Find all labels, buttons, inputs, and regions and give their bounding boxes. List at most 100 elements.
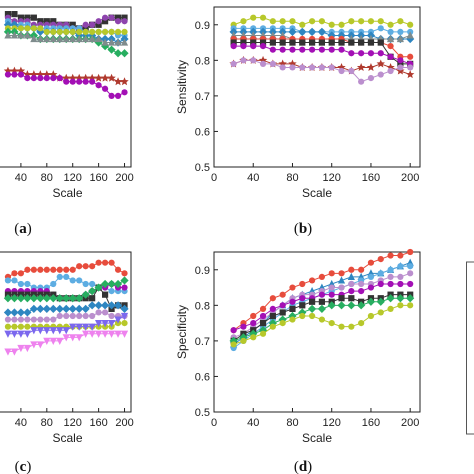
data-point bbox=[358, 266, 365, 273]
panel-d: 0 40 80 120 160 200 0.5 0.6 0.7 0.8 0.9 Scale Specif… bbox=[175, 248, 421, 474]
plot-frame bbox=[0, 251, 132, 413]
data-point bbox=[94, 38, 103, 47]
data-point bbox=[366, 63, 376, 71]
data-point bbox=[240, 43, 247, 50]
data-point bbox=[95, 309, 102, 316]
data-point bbox=[377, 280, 384, 288]
y-tick-label: 0.9 bbox=[195, 265, 210, 277]
data-point bbox=[240, 57, 247, 64]
data-point bbox=[63, 312, 70, 320]
data-point bbox=[4, 323, 12, 330]
data-point bbox=[328, 64, 335, 71]
data-point bbox=[36, 294, 45, 303]
data-point bbox=[107, 73, 116, 82]
data-point bbox=[81, 290, 90, 299]
data-point bbox=[120, 77, 129, 86]
data-point bbox=[397, 57, 404, 64]
data-point bbox=[17, 71, 25, 78]
data-point bbox=[107, 38, 116, 46]
data-point bbox=[328, 21, 335, 28]
data-point bbox=[230, 39, 237, 46]
data-point bbox=[113, 301, 123, 310]
data-point bbox=[269, 312, 276, 320]
data-point bbox=[37, 266, 44, 273]
x-tick-label: 160 bbox=[89, 417, 107, 429]
data-point bbox=[82, 25, 89, 32]
data-point bbox=[377, 25, 384, 32]
data-point bbox=[120, 49, 129, 58]
data-point bbox=[107, 45, 116, 54]
data-point bbox=[387, 43, 394, 50]
data-point bbox=[17, 280, 25, 288]
data-point bbox=[240, 39, 247, 46]
data-point bbox=[318, 316, 326, 323]
data-point bbox=[229, 336, 238, 345]
panel-label: (b) bbox=[294, 221, 312, 237]
data-point bbox=[338, 284, 345, 291]
data-point bbox=[318, 46, 326, 53]
x-tick-label: 80 bbox=[41, 417, 53, 429]
panel-b: 0 40 80 120 160 200 0.5 0.6 0.7 0.8 0.9 Scale Sensit… bbox=[175, 6, 421, 237]
data-point bbox=[95, 18, 102, 25]
data-point bbox=[23, 344, 31, 353]
data-point bbox=[75, 34, 83, 43]
data-point bbox=[269, 305, 276, 312]
panel-label: (a) bbox=[14, 221, 32, 237]
data-point bbox=[95, 330, 103, 338]
data-point bbox=[89, 280, 96, 288]
data-point bbox=[17, 14, 25, 21]
data-point bbox=[101, 38, 109, 46]
data-point bbox=[100, 301, 110, 310]
data-point bbox=[308, 277, 316, 284]
data-point bbox=[318, 64, 326, 71]
data-point bbox=[101, 320, 109, 328]
panel-label-letter: d bbox=[299, 459, 308, 474]
data-point bbox=[62, 334, 70, 342]
data-point bbox=[299, 312, 306, 320]
data-point bbox=[37, 18, 44, 25]
data-point bbox=[4, 31, 12, 39]
data-point bbox=[114, 14, 122, 21]
data-point bbox=[49, 294, 58, 303]
y-tick-label: 0.7 bbox=[195, 336, 210, 348]
data-point bbox=[318, 18, 326, 25]
data-point bbox=[259, 14, 267, 21]
data-point bbox=[407, 280, 414, 288]
data-point bbox=[82, 28, 89, 35]
data-point bbox=[30, 266, 37, 273]
data-point bbox=[407, 270, 414, 277]
data-point bbox=[50, 280, 57, 288]
data-point bbox=[43, 316, 50, 323]
data-point bbox=[24, 25, 31, 32]
data-point bbox=[318, 298, 326, 305]
data-point bbox=[269, 295, 276, 302]
data-point bbox=[23, 31, 31, 39]
data-point bbox=[279, 302, 286, 309]
data-point bbox=[10, 294, 19, 303]
data-point bbox=[269, 39, 276, 46]
data-point bbox=[120, 38, 129, 46]
data-point bbox=[94, 73, 103, 82]
data-point bbox=[328, 46, 335, 53]
data-point bbox=[95, 34, 103, 43]
data-point bbox=[240, 323, 247, 330]
data-point bbox=[338, 67, 345, 75]
data-point bbox=[121, 284, 128, 291]
data-point bbox=[95, 320, 103, 328]
data-point bbox=[4, 277, 12, 284]
data-point bbox=[82, 330, 90, 338]
data-point bbox=[89, 78, 96, 85]
data-point bbox=[36, 304, 45, 313]
data-point bbox=[68, 304, 77, 313]
data-point bbox=[367, 39, 375, 46]
x-tick-label: 0 bbox=[211, 417, 217, 429]
data-point bbox=[107, 320, 116, 328]
data-point bbox=[250, 39, 257, 46]
data-point bbox=[17, 316, 25, 323]
data-point bbox=[100, 73, 110, 82]
panel-label-open: ( bbox=[294, 459, 299, 474]
data-point bbox=[55, 294, 64, 303]
data-point bbox=[114, 266, 122, 273]
data-point bbox=[279, 18, 286, 25]
data-point bbox=[10, 31, 19, 39]
